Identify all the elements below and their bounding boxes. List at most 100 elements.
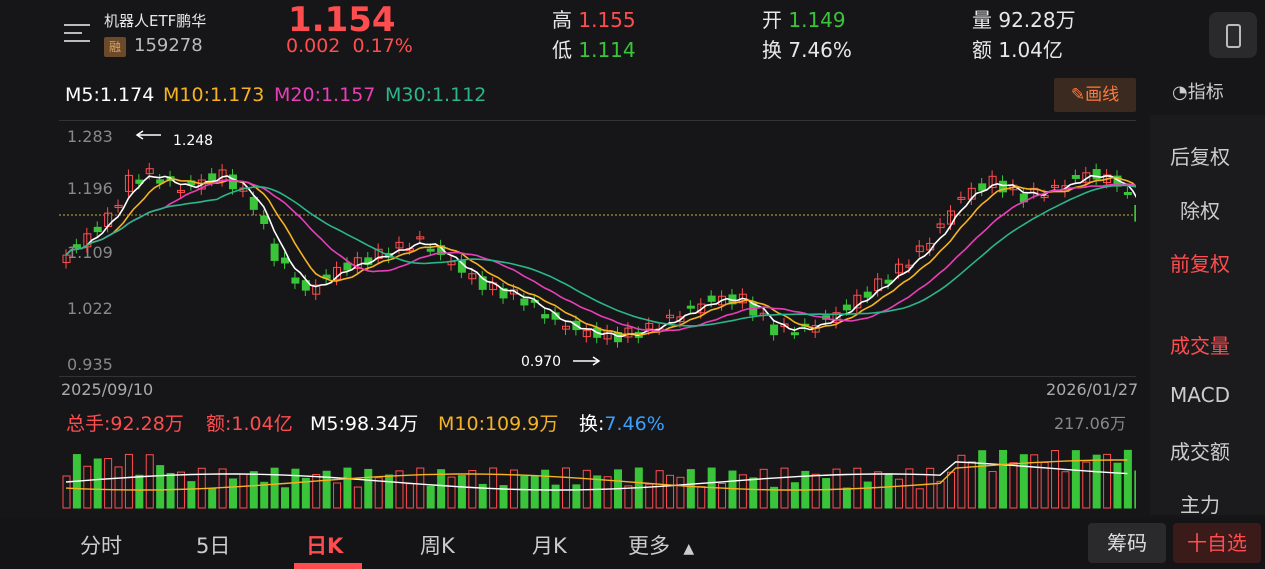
volume-bar (312, 473, 321, 509)
candle (343, 262, 352, 271)
volume-bar (780, 467, 789, 509)
candle (1082, 172, 1091, 183)
sidebar-item-backward-adjust[interactable]: 后复权 (1170, 145, 1230, 169)
candle (270, 243, 279, 261)
volume-bar (343, 467, 352, 509)
high-label: 高 (552, 8, 572, 32)
tab-weekly-k[interactable]: 周K (420, 534, 455, 558)
menu-icon[interactable] (64, 22, 92, 44)
amount-label: 额 (972, 38, 992, 62)
candle (697, 303, 706, 314)
sidebar-item-forward-adjust[interactable]: 前复权 (1170, 252, 1230, 276)
volume-bar (842, 487, 851, 509)
volume-bar (936, 480, 945, 509)
volume-bar (353, 486, 362, 509)
volume-bar (676, 476, 685, 509)
open-stat: 开 1.149 (762, 4, 846, 33)
volume-bar (655, 470, 664, 509)
candle (145, 168, 154, 175)
tab-more[interactable]: 更多 ▲ (628, 530, 694, 560)
volume-bar (62, 475, 71, 509)
change-percent: 0.17% (352, 35, 413, 57)
candle (478, 276, 487, 290)
candle (853, 294, 862, 309)
candle (842, 304, 851, 311)
open-value: 1.149 (788, 8, 846, 32)
volume-bar (228, 478, 237, 509)
volume-bar (156, 465, 165, 509)
ma20-label: M20:1.157 (274, 84, 376, 106)
candle (770, 324, 779, 336)
volume-bar (603, 476, 612, 509)
volume-bar (447, 476, 456, 509)
volume-bar (218, 468, 227, 509)
ma30-label: M30:1.112 (385, 84, 487, 106)
volume-bar (364, 468, 373, 509)
volume-bar (322, 470, 331, 509)
candle (780, 323, 789, 328)
candle (541, 314, 550, 319)
kline-chart[interactable]: 1.248 0.970 (59, 120, 1136, 377)
volume-bar (1113, 462, 1122, 509)
candle (249, 196, 258, 210)
candle (208, 173, 217, 181)
vol-ma10-line (65, 459, 1128, 491)
chip-button[interactable]: 筹码 (1088, 523, 1166, 563)
landscape-button[interactable] (1209, 12, 1257, 58)
end-date: 2026/01/27 (1046, 380, 1139, 399)
volume-bar (1030, 454, 1039, 509)
ma10-line (65, 176, 1136, 336)
volume-ma-lines (65, 459, 1128, 491)
ma10-label: M10:1.173 (163, 84, 265, 106)
tab-daily-k[interactable]: 日K (306, 534, 344, 558)
ma30-line (65, 184, 1136, 327)
sidebar-item-volume[interactable]: 成交量 (1170, 334, 1230, 358)
volume-bar (551, 484, 560, 509)
volume-bar (1123, 449, 1132, 509)
amount-stat: 额 1.04亿 (972, 34, 1063, 63)
volume-chart[interactable] (59, 430, 1136, 510)
volume-value: 92.28万 (998, 8, 1076, 32)
sidebar-item-macd[interactable]: MACD (1170, 383, 1230, 407)
vol-turnover-label: 换: (579, 413, 605, 435)
candle (582, 330, 591, 338)
volume-bar (499, 485, 508, 509)
vol-max-label: 217.06万 (1054, 414, 1126, 433)
volume-bar (978, 450, 987, 509)
active-tab-indicator (294, 563, 362, 569)
margin-badge: 融 (104, 37, 126, 57)
add-favorite-button[interactable]: 十自选 (1173, 523, 1261, 563)
draw-line-button[interactable]: ✎画线 (1054, 78, 1136, 112)
volume-bar (1134, 470, 1136, 509)
vol-ma10: M10:109.9万 (438, 413, 559, 435)
tab-5day[interactable]: 5日 (196, 534, 231, 558)
y-tick: 0.935 (67, 355, 113, 374)
volume-bar (291, 468, 300, 509)
indicator-button[interactable]: ◔指标 (1172, 78, 1224, 104)
volume-bar (1061, 471, 1070, 509)
ma20-line (65, 179, 1136, 333)
volume-bar (530, 475, 539, 509)
candle (561, 325, 570, 330)
indicator-label: 指标 (1187, 82, 1224, 103)
volume-label: 量 (972, 8, 992, 32)
volume-bar (405, 483, 414, 509)
candle (790, 332, 799, 336)
candle (281, 257, 290, 264)
tab-monthly-k[interactable]: 月K (532, 534, 567, 558)
candle (686, 305, 695, 309)
volume-bar (93, 458, 102, 509)
sidebar-item-main-force[interactable]: 主力 (1180, 493, 1220, 515)
y-tick: 1.022 (67, 299, 113, 318)
ma-lines (65, 174, 1136, 337)
sidebar-item-amount[interactable]: 成交额 (1170, 440, 1230, 464)
vol-turnover: 换:7.46% (579, 409, 665, 436)
price-change: 0.002 0.17% (286, 35, 413, 57)
candle (260, 215, 269, 225)
tab-intraday[interactable]: 分时 (80, 534, 122, 558)
candle (832, 312, 841, 324)
volume-bar (666, 474, 675, 509)
candle (957, 196, 966, 200)
phone-icon (1226, 24, 1241, 48)
sidebar-item-ex-rights[interactable]: 除权 (1180, 199, 1220, 223)
